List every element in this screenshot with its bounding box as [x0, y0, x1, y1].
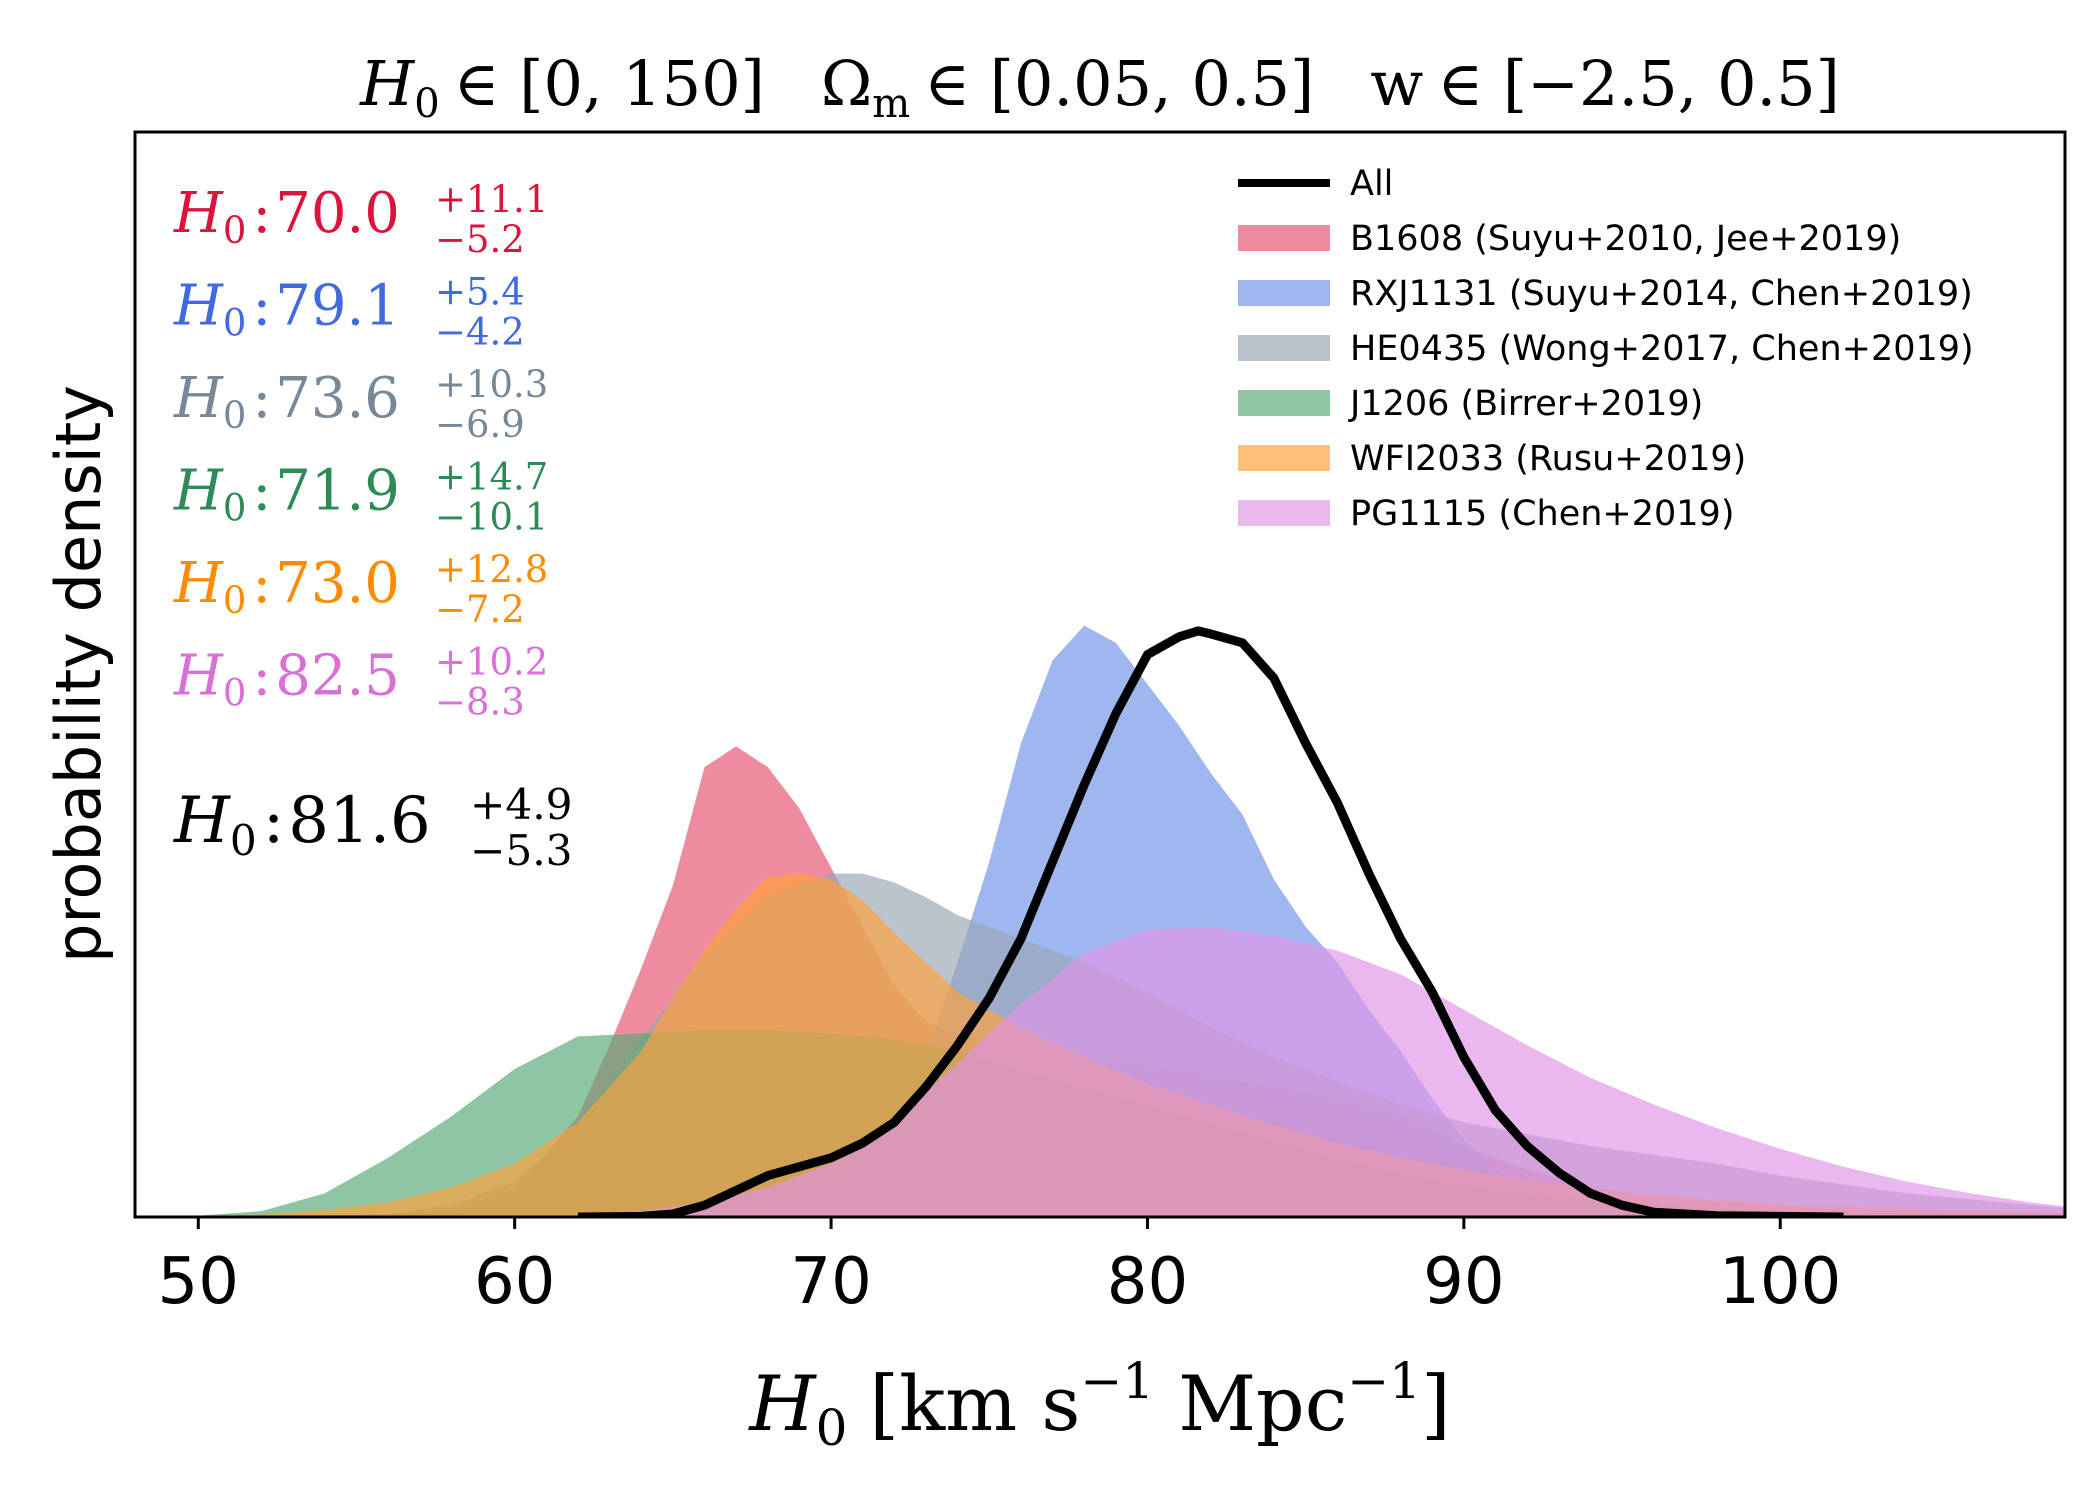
series-area-5: [135, 873, 2065, 1217]
h0-annotation-4: H0:71.9 +14.7−10.1: [173, 455, 548, 538]
series-line-combined: [577, 626, 1844, 1217]
legend-item: All: [1238, 164, 1393, 204]
legend-item: HE0435 (Wong+2017, Chen+2019): [1238, 329, 1974, 369]
h0-upper-error: +4.9: [470, 780, 573, 829]
h0-annotation-1: H0:70.0 +11.1−5.2: [173, 178, 548, 261]
x-axis-label: H0 [km s−1 Mpc−1]: [747, 1352, 1450, 1457]
h0-lower-error: −6.9: [435, 403, 525, 446]
legend-label: WFI2033 (Rusu+2019): [1350, 439, 1746, 479]
legend-label: B1608 (Suyu+2010, Jee+2019): [1350, 219, 1901, 259]
h0-value: H0:81.6: [173, 784, 431, 865]
legend: All B1608 (Suyu+2010, Jee+2019) RXJ1131 (S…: [1238, 164, 1974, 534]
legend-item: RXJ1131 (Suyu+2014, Chen+2019): [1238, 274, 1973, 314]
legend-label: RXJ1131 (Suyu+2014, Chen+2019): [1350, 274, 1973, 314]
legend-item: B1608 (Suyu+2010, Jee+2019): [1238, 219, 1901, 259]
series-area-6: [135, 926, 2065, 1217]
h0-annotation-6: H0:82.5 +10.2−8.3: [173, 640, 548, 723]
h0-lower-error: −8.3: [435, 681, 525, 724]
h0-annotation-2: H0:79.1 +5.4−4.2: [173, 270, 525, 353]
legend-label: J1206 (Birrer+2019): [1348, 384, 1703, 424]
h0-value: H0:73.0: [173, 551, 400, 622]
h0-annotation-5: H0:73.0 +12.8−7.2: [173, 548, 548, 631]
h0-combined-annotation: H0:81.6 +4.9−5.3: [173, 780, 573, 875]
h0-upper-error: +5.4: [435, 270, 525, 313]
x-tick-label: 50: [158, 1245, 239, 1319]
legend-color-swatch: [1238, 335, 1330, 361]
x-tick-label: 90: [1423, 1245, 1504, 1319]
h0-value: H0:73.6: [173, 366, 400, 437]
legend-label: All: [1350, 164, 1393, 204]
h0-lower-error: −5.2: [435, 218, 525, 261]
h0-annotation-3: H0:73.6 +10.3−6.9: [173, 363, 548, 446]
h0-value: H0:79.1: [173, 274, 400, 345]
plot-frame: [133, 130, 2067, 1219]
h0-value: H0:82.5: [173, 644, 400, 715]
legend-color-swatch: [1238, 390, 1330, 416]
h0-value: H0:71.9: [173, 459, 400, 530]
h0-lower-error: −5.3: [470, 826, 573, 875]
h0-value: H0:70.0: [173, 181, 400, 252]
h0-annotations: H0:70.0 +11.1−5.2 H0:79.1 +5.4−4.2 H0:73.6 +1…: [173, 178, 573, 875]
x-axis: 50 60 70 80 90 100: [158, 1217, 1841, 1319]
h0-upper-error: +10.2: [435, 640, 548, 683]
x-tick-label: 100: [1719, 1245, 1841, 1319]
chart-title: H0 ∈ [0, 150] Ωm ∈ [0.05, 0.5] w ∈ [−2.5, 0.5…: [359, 47, 1840, 127]
h0-lower-error: −4.2: [435, 311, 525, 354]
h0-lower-error: −10.1: [435, 496, 548, 539]
y-axis-label: probability density: [42, 385, 115, 963]
legend-label: HE0435 (Wong+2017, Chen+2019): [1350, 329, 1974, 369]
legend-color-swatch: [1238, 500, 1330, 526]
legend-color-swatch: [1238, 280, 1330, 306]
h0-upper-error: +14.7: [435, 455, 548, 498]
legend-item: J1206 (Birrer+2019): [1238, 384, 1703, 424]
h0-lower-error: −7.2: [435, 588, 525, 631]
series-area-2: [135, 625, 2065, 1217]
legend-label: PG1115 (Chen+2019): [1350, 494, 1734, 534]
x-tick-label: 70: [790, 1245, 871, 1319]
h0-upper-error: +12.8: [435, 548, 548, 591]
h0-upper-error: +11.1: [435, 178, 548, 221]
legend-item: PG1115 (Chen+2019): [1238, 494, 1734, 534]
h0-upper-error: +10.3: [435, 363, 548, 406]
legend-color-swatch: [1238, 445, 1330, 471]
legend-color-swatch: [1238, 225, 1330, 251]
x-tick-label: 60: [474, 1245, 555, 1319]
series-layer: [135, 625, 2065, 1217]
legend-item: WFI2033 (Rusu+2019): [1238, 439, 1746, 479]
x-tick-label: 80: [1107, 1245, 1188, 1319]
